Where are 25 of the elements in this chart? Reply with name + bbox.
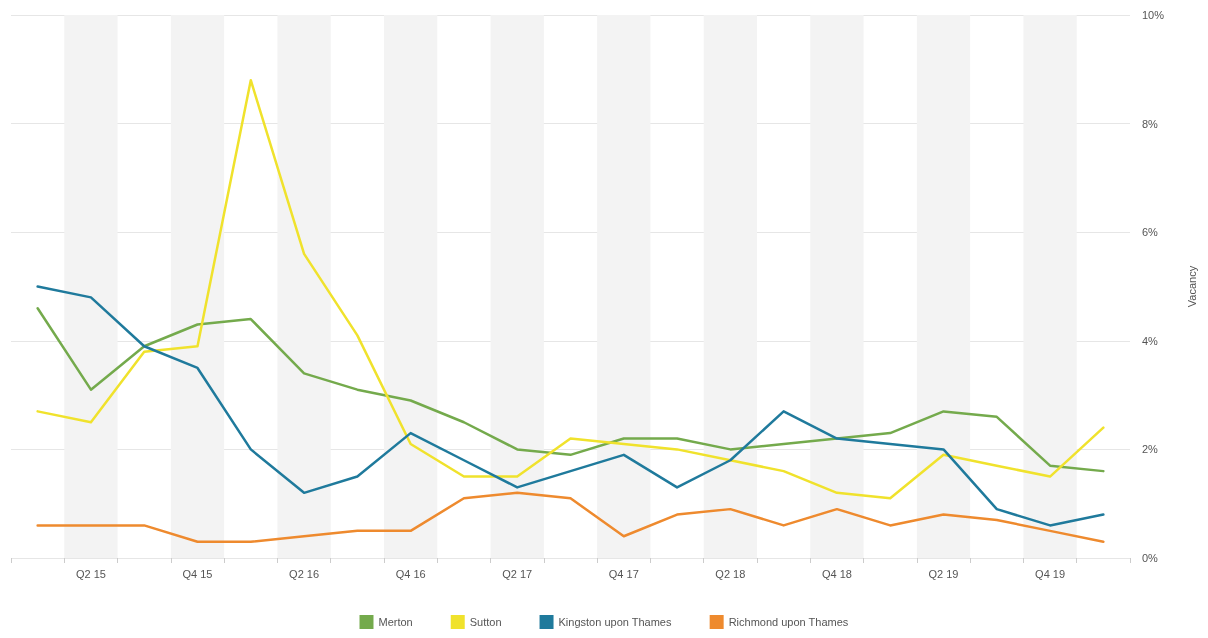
x-tick-label: Q4 17 xyxy=(608,567,639,580)
y-tick-label: 8% xyxy=(1142,117,1159,130)
x-tick-label: Q2 18 xyxy=(715,567,746,580)
x-tick-label: Q4 15 xyxy=(182,567,213,580)
line-series xyxy=(36,491,1105,543)
x-tick-label: Q4 18 xyxy=(821,567,852,580)
x-tick-label: Q4 19 xyxy=(1035,567,1066,580)
y-tick-label: 2% xyxy=(1142,443,1159,456)
x-tick-label: Q4 16 xyxy=(395,567,426,580)
y-tick-label: 4% xyxy=(1142,334,1159,347)
x-tick-label: Q2 16 xyxy=(289,567,320,580)
line-series xyxy=(36,306,1105,473)
y-axis-title: Vacancy xyxy=(1185,265,1198,308)
legend-label: Sutton xyxy=(469,616,502,628)
legend-label: Kingston upon Thames xyxy=(558,616,672,628)
y-tick-label: 0% xyxy=(1142,552,1159,564)
legend-label: Richmond upon Thames xyxy=(728,616,849,628)
x-tick-label: Q2 15 xyxy=(75,567,106,580)
y-tick-label: 6% xyxy=(1142,226,1159,239)
x-tick-label: Q2 17 xyxy=(502,567,533,580)
line-series xyxy=(36,78,1105,500)
y-tick-label: 10% xyxy=(1142,9,1165,21)
x-tick-label: Q2 19 xyxy=(928,567,959,580)
legend-label: Merton xyxy=(378,616,413,628)
line-series xyxy=(36,285,1105,527)
